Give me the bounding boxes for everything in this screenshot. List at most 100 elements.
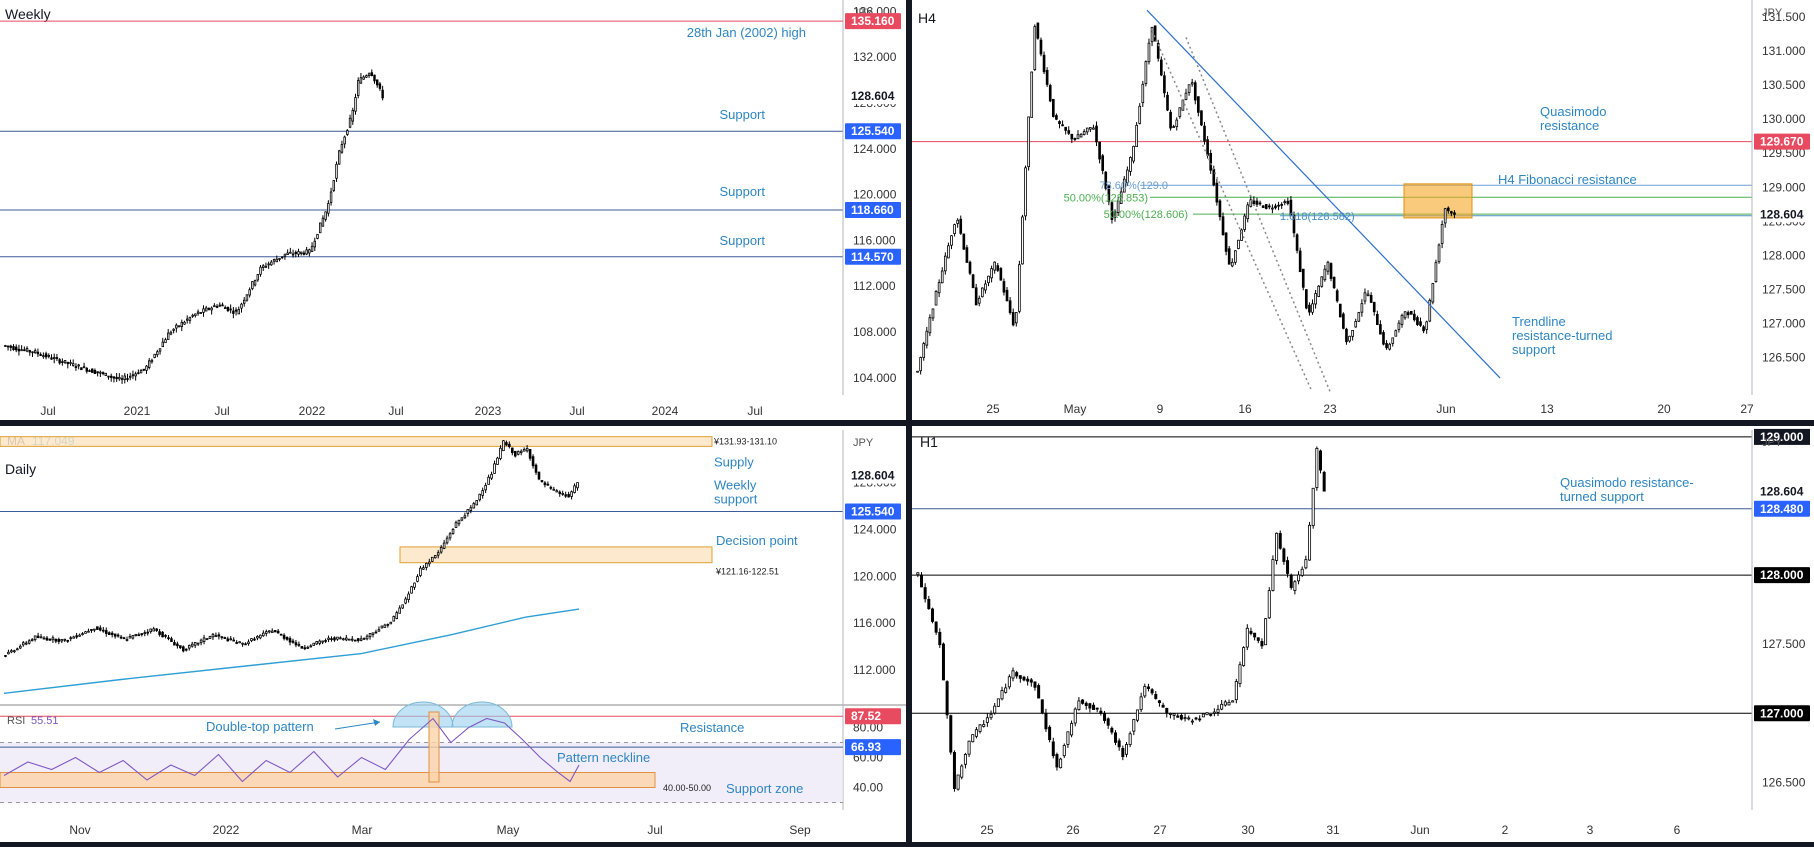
h1-price-badge xyxy=(1754,483,1810,500)
h4-candle-body xyxy=(987,275,990,284)
h4-candle-body xyxy=(1406,312,1410,316)
h4-candle-body xyxy=(943,255,947,272)
h1-price-badge xyxy=(1754,500,1810,517)
h4-candle-body xyxy=(993,261,997,271)
daily-y-tick: 116.000 xyxy=(853,616,896,630)
h4-candle-body xyxy=(1141,83,1145,104)
h1-candle-body xyxy=(1300,568,1304,576)
weekly-candle-body xyxy=(332,180,336,191)
h4-candle-body xyxy=(1181,99,1185,111)
h4-candle-body xyxy=(1283,201,1287,204)
weekly-x-tick: 2023 xyxy=(475,404,502,418)
h4-candle-body xyxy=(1354,321,1358,328)
h1-candle-body xyxy=(1000,690,1004,700)
weekly-x-tick: Jul xyxy=(388,404,403,418)
h4-candle-body xyxy=(937,282,941,294)
rsi-neckline-label: Pattern neckline xyxy=(557,750,650,765)
h4-candle-body xyxy=(922,343,926,358)
daily-candle-body xyxy=(348,638,351,641)
h4-candle-body xyxy=(1036,22,1040,39)
h4-candle-body xyxy=(1360,303,1364,313)
daily-candle-body xyxy=(508,443,511,448)
h4-candle-body xyxy=(977,297,981,304)
h4-candle-body xyxy=(1332,276,1336,289)
h1-candle-body xyxy=(1070,723,1074,736)
h4-resistance-zone xyxy=(1403,183,1473,219)
daily-candle-body xyxy=(478,493,481,501)
h1-candle-body xyxy=(1051,741,1055,757)
daily-candle-body xyxy=(190,643,194,647)
daily-candle-body xyxy=(69,637,72,640)
h4-candle-body xyxy=(1169,111,1172,129)
h1-candle-body xyxy=(1146,686,1150,689)
rsi-support-label: Support zone xyxy=(726,781,803,796)
weekly-title: Weekly xyxy=(5,6,51,22)
h1-price-badge xyxy=(1754,705,1810,722)
h4-candle-body xyxy=(1126,169,1129,184)
h1-candle-body xyxy=(1264,618,1268,646)
daily-candle-body xyxy=(445,537,449,544)
weekly-candle-body xyxy=(58,359,61,364)
daily-candle-body xyxy=(519,450,523,454)
h4-candle-body xyxy=(1338,303,1342,318)
h4-candle-body xyxy=(1372,301,1376,313)
h1-candle-body xyxy=(1253,632,1257,638)
daily-y-tick: 120.000 xyxy=(853,569,897,583)
weekly-candle-body xyxy=(66,361,69,365)
daily-candle-body xyxy=(487,476,490,485)
weekly-candle-body xyxy=(44,353,48,358)
daily-candle-body xyxy=(543,482,547,486)
h4-candle-body xyxy=(1237,239,1240,249)
h1-candle-body xyxy=(927,598,931,610)
daily-candle-body xyxy=(469,507,473,511)
weekly-candle-body xyxy=(99,371,102,374)
h4-candle-body xyxy=(1375,313,1379,326)
h1-candle-body xyxy=(1044,712,1048,730)
weekly-y-tick: 120.000 xyxy=(853,188,897,202)
h1-candle-body xyxy=(1297,574,1301,582)
daily-candle-body xyxy=(24,642,28,645)
weekly-candle-body xyxy=(112,376,116,379)
h1-candle-body xyxy=(1234,681,1238,701)
h4-candle-body xyxy=(1295,234,1299,251)
h4-x-tick: 9 xyxy=(1157,402,1164,416)
h1-unit-label: JPY xyxy=(1762,437,1783,449)
h1-candle-body xyxy=(1114,732,1118,743)
h1-candle-body xyxy=(1007,676,1011,688)
daily-title: Daily xyxy=(5,461,36,477)
daily-candle-body xyxy=(199,639,203,644)
h4-candle-body xyxy=(1335,290,1339,302)
h4-candle-body xyxy=(1014,312,1018,324)
weekly-candle-body xyxy=(172,328,175,331)
rsi-price-badge xyxy=(845,708,901,725)
daily-candle-body xyxy=(90,629,93,631)
daily-candle-body xyxy=(137,634,141,637)
h1-candle-body xyxy=(1117,740,1121,748)
weekly-candle-body xyxy=(313,240,317,248)
weekly-candle-body xyxy=(297,251,300,255)
daily-price-badge-text: 128.604 xyxy=(851,469,895,483)
daily-candle-body xyxy=(164,634,167,637)
h4-candle-body xyxy=(1079,133,1083,138)
h1-candle-body xyxy=(1161,704,1165,708)
h1-candle-body xyxy=(989,713,993,719)
h4-y-tick: 131.000 xyxy=(1762,44,1806,58)
h1-candle-body xyxy=(1227,702,1231,706)
daily-candle-body xyxy=(146,631,150,634)
weekly-candle-body xyxy=(316,234,319,239)
weekly-candle-body xyxy=(215,305,219,308)
h4-candle-body xyxy=(1113,211,1117,218)
h4-candle-body xyxy=(1292,214,1296,234)
weekly-candle-body xyxy=(63,359,67,363)
h1-candle-body xyxy=(1172,713,1176,716)
weekly-candle-body xyxy=(199,312,203,314)
daily-candle-body xyxy=(184,648,188,651)
daily-candle-body xyxy=(570,491,573,497)
h4-candle-body xyxy=(1227,248,1231,265)
weekly-price-badge xyxy=(845,123,901,140)
daily-candle-body xyxy=(395,612,399,619)
weekly-price-badge-text: 135.160 xyxy=(851,14,895,28)
daily-x-tick: 2022 xyxy=(213,823,240,837)
weekly-candle-body xyxy=(47,355,50,357)
weekly-candle-body xyxy=(248,289,251,296)
